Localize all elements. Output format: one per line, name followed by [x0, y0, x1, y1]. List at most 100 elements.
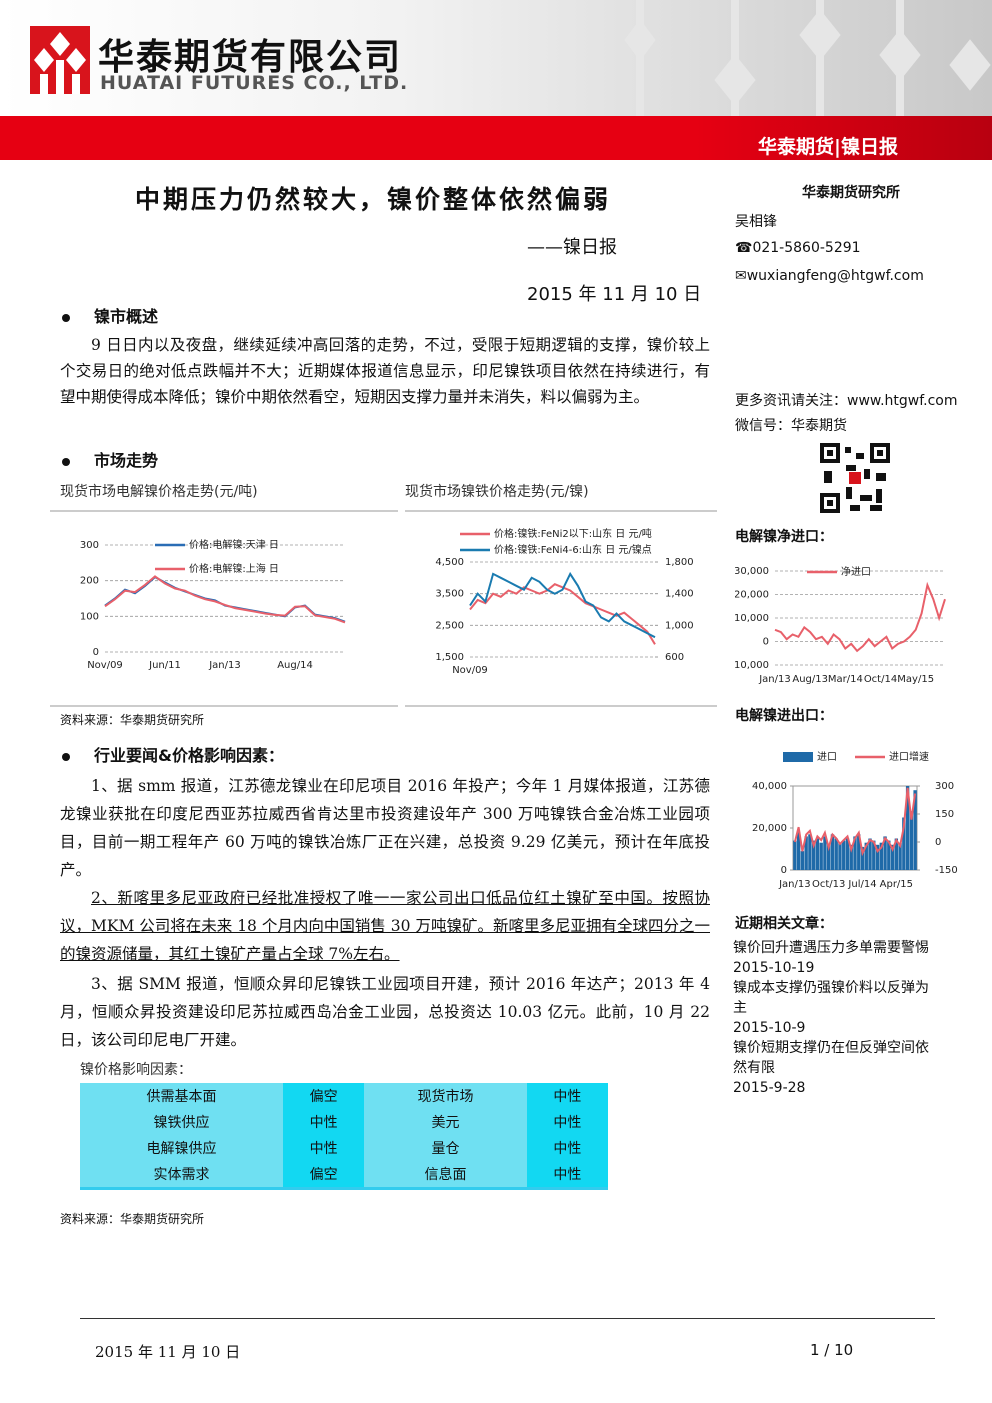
table-cell: 镍铁供应: [80, 1109, 284, 1135]
banner-title: 华泰期货|镍日报: [758, 136, 898, 158]
bar: [887, 840, 891, 870]
bar: [800, 851, 805, 870]
y-tick-label: 3,500: [435, 589, 464, 600]
bar: [868, 838, 872, 870]
table-cell: 供需基本面: [80, 1083, 284, 1109]
bar: [890, 844, 895, 870]
articles-title: 近期相关文章：: [735, 916, 833, 932]
table-cell: 电解镍供应: [80, 1135, 284, 1161]
analyst: 吴相锋: [735, 214, 777, 230]
legend-label: 价格:电解镍:上海 日: [189, 562, 279, 575]
y-tick-label: 10,000: [735, 613, 769, 624]
bar: [842, 840, 846, 870]
y-tick-label: 2,500: [435, 620, 464, 631]
table-cell: 中性: [526, 1135, 608, 1161]
y-tick-label: 30,000: [735, 566, 769, 577]
report-date: 2015 年 11 月 10 日: [527, 284, 702, 305]
company-name: 华泰期货有限公司: [98, 37, 403, 78]
chart-caption: 现货市场电解镍价格走势(元/吨): [60, 484, 258, 500]
x-tick-label: Nov/09: [87, 660, 123, 671]
chart: -10,000010,00020,00030,000Jan/13Aug/13Ma…: [735, 565, 946, 685]
bar: [804, 836, 808, 870]
header-decoration: [624, 0, 991, 116]
bar: [793, 840, 797, 870]
y-tick-label: 200: [80, 576, 99, 587]
table-row: 供需基本面 偏空 现货市场 中性: [80, 1083, 608, 1109]
bar: [815, 838, 820, 870]
bar: [875, 844, 880, 870]
section-heading: 市场走势: [62, 447, 158, 471]
y-tick-label: 100: [80, 611, 99, 622]
bar: [830, 834, 835, 870]
bar: [796, 832, 801, 870]
table-row: 实体需求 偏空 信息面 中性: [80, 1161, 608, 1187]
chart-caption: 电解镍进出口：: [735, 708, 833, 724]
legend-label: 净进口: [841, 565, 871, 578]
table-cell: 美元: [364, 1109, 527, 1135]
article-title: 镍成本支撑仍强镍价料以反弹为主: [733, 980, 929, 1016]
y2-tick-label: 1,400: [665, 589, 694, 600]
chart: 0 20,000 40,000 -150 0 150 300 Jan/13 Oct/13 Jul/…: [752, 750, 958, 890]
bar: [883, 836, 887, 870]
x-tick-label: Mar/14: [828, 674, 863, 685]
company-name-en: HUATAI FUTURES CO., LTD.: [100, 72, 409, 94]
phone: 021-5860-5291: [752, 240, 861, 256]
wechat: 微信号：华泰期货: [735, 418, 847, 434]
x-tick-label: Apr/15: [880, 879, 913, 890]
line-series: [469, 583, 656, 645]
y-tick-label: 300: [80, 540, 99, 551]
x-tick-label: Jan/13: [758, 674, 791, 685]
line-series: [793, 787, 917, 857]
line-series: [469, 571, 656, 639]
y-tick-label: 4,500: [435, 557, 464, 568]
table-cell: 量仓: [364, 1135, 527, 1161]
y-tick-label: 1,500: [435, 652, 464, 663]
y-tick-label: 20,000: [735, 590, 769, 601]
article-title: 镍价短期支撑仍在但反弹空间依然有限: [733, 1040, 929, 1076]
more-info: 更多资讯请关注：www.htgwf.com: [735, 393, 958, 409]
bar: [834, 838, 838, 870]
x-tick-label: Nov/09: [452, 665, 488, 676]
bar: [808, 834, 812, 870]
table-cell: 偏空: [283, 1083, 365, 1109]
bar: [857, 834, 861, 870]
chart-frame: [405, 510, 717, 707]
report-subtitle: ——镍日报: [527, 237, 617, 258]
bar: [864, 842, 868, 870]
table-cell: 偏空: [283, 1161, 365, 1187]
y2-tick-label: 1,000: [665, 620, 694, 631]
paragraph: 3、据 SMM 报道，恒顺众昇印尼镍铁工业园项目开建，预计 2016 年达产；2…: [60, 975, 710, 1049]
bar: [902, 817, 906, 870]
bar: [853, 836, 857, 870]
factor-table: 供需基本面 偏空 现货市场 中性 镍铁供应 中性 美元 中性 电解镍供应 中性 量仓 中性 实体需求 偏空…: [80, 1083, 608, 1190]
table-row: 电解镍供应 中性 量仓 中性: [80, 1135, 608, 1161]
y2-tick-label: -150: [935, 865, 958, 876]
x-tick-label: Aug/14: [277, 660, 313, 671]
table-cell: 现货市场: [364, 1083, 527, 1109]
y2-tick-label: 150: [935, 809, 954, 820]
y2-tick-label: 600: [665, 652, 684, 663]
source-note: 资料来源：华泰期货研究所: [60, 1212, 205, 1226]
legend-label: 进口: [817, 751, 837, 763]
y-tick-label: -10,000: [735, 660, 769, 671]
table-row: 镍铁供应 中性 美元 中性: [80, 1109, 608, 1135]
report-title: 中期压力仍然较大，镍价整体依然偏弱: [135, 185, 612, 214]
table-cell: 中性: [283, 1109, 365, 1135]
article-date: 2015-10-19: [733, 960, 815, 976]
y-tick-label: 0: [781, 865, 787, 876]
bar: [811, 840, 816, 870]
paragraph: 2、新喀里多尼亚政府已经批准授权了唯一一家公司出口低品位红土镍矿至中国。按照协议…: [60, 889, 710, 963]
phone-row: ☎021-5860-5291: [735, 240, 861, 256]
legend-label: 价格:电解镍:天津 日: [189, 538, 279, 551]
footer-date: 2015 年 11 月 10 日: [95, 1343, 241, 1361]
y-tick-label: 0: [93, 647, 99, 658]
x-tick-label: Jul/14: [847, 879, 876, 890]
chart: 1,500 2,500 3,500 4,500 600 1,000 1,400 1,800 No…: [435, 527, 694, 676]
institute: 华泰期货研究所: [802, 185, 900, 201]
email-row: ✉wuxiangfeng@htgwf.com: [735, 268, 924, 284]
section-heading: 行业要闻&价格影响因素：: [62, 742, 284, 766]
table-cell: 中性: [283, 1135, 365, 1161]
legend-swatch: [783, 752, 813, 762]
x-tick-label: May/15: [897, 674, 934, 685]
